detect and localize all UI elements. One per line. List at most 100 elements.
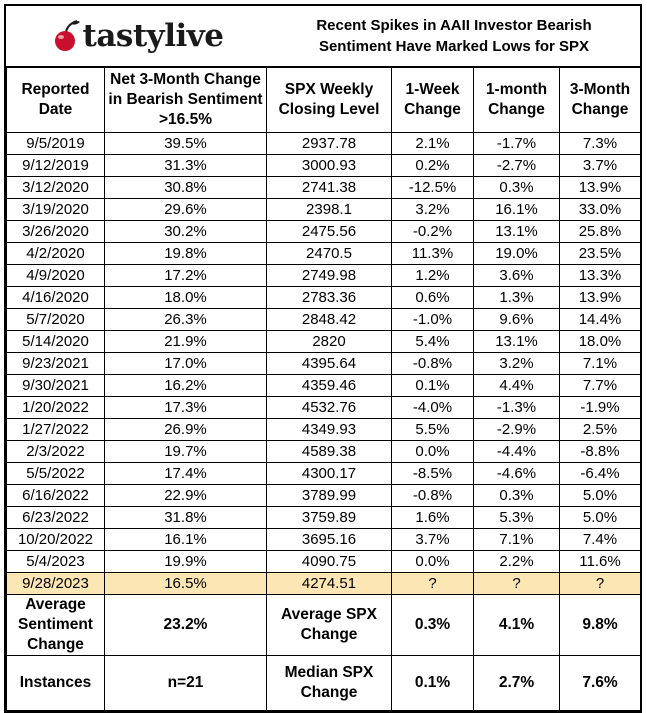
- brand-live: live: [164, 18, 224, 54]
- cell-1-month: 2.2%: [473, 550, 560, 573]
- cell-sentiment: 31.3%: [104, 154, 267, 177]
- cell-1-month: -4.6%: [473, 462, 560, 485]
- summary-label: Instances: [6, 655, 105, 711]
- table-row: 5/5/2022 17.4% 4300.17 -8.5% -4.6% -6.4%: [6, 462, 641, 485]
- cell-1-week: -0.8%: [391, 352, 474, 375]
- cell-3-month: 5.0%: [559, 506, 641, 529]
- summary-spx-label: Average SPX Change: [266, 594, 392, 656]
- cell-spx-close: 4300.17: [266, 462, 392, 485]
- summary-row-average: Average Sentiment Change 23.2% Average S…: [6, 594, 641, 656]
- cell-1-week: 0.6%: [391, 286, 474, 309]
- cell-sentiment: 31.8%: [104, 506, 267, 529]
- column-header: 1-month Change: [473, 67, 560, 133]
- cell-date: 5/4/2023: [6, 550, 105, 573]
- summary-month: 2.7%: [473, 655, 560, 711]
- cell-date: 6/23/2022: [6, 506, 105, 529]
- title-line-2: Sentiment Have Marked Lows for SPX: [318, 38, 590, 55]
- summary-label: Average Sentiment Change: [6, 594, 105, 656]
- cell-1-month: ?: [473, 572, 560, 595]
- cell-spx-close: 4090.75: [266, 550, 392, 573]
- cell-3-month: 33.0%: [559, 198, 641, 221]
- column-header: SPX Weekly Closing Level: [266, 67, 392, 133]
- table-row: 4/2/2020 19.8% 2470.5 11.3% 19.0% 23.5%: [6, 242, 641, 265]
- summary-value: 23.2%: [104, 594, 267, 656]
- cell-date: 5/5/2022: [6, 462, 105, 485]
- data-table: Reported Date Net 3-Month Change in Bear…: [6, 67, 641, 711]
- cell-date: 6/16/2022: [6, 484, 105, 507]
- cell-1-week: 0.0%: [391, 550, 474, 573]
- cell-date: 9/30/2021: [6, 374, 105, 397]
- table-row: 3/19/2020 29.6% 2398.1 3.2% 16.1% 33.0%: [6, 198, 641, 221]
- cell-date: 4/16/2020: [6, 286, 105, 309]
- cell-3-month: 25.8%: [559, 220, 641, 243]
- summary-week: 0.3%: [391, 594, 474, 656]
- cell-1-week: 1.2%: [391, 264, 474, 287]
- cell-spx-close: 4532.76: [266, 396, 392, 419]
- cell-sentiment: 26.9%: [104, 418, 267, 441]
- column-header: 1-Week Change: [391, 67, 474, 133]
- cell-date: 1/27/2022: [6, 418, 105, 441]
- column-header: Reported Date: [6, 67, 105, 133]
- cell-1-month: 19.0%: [473, 242, 560, 265]
- table-row: 9/23/2021 17.0% 4395.64 -0.8% 3.2% 7.1%: [6, 352, 641, 375]
- cell-1-week: -0.2%: [391, 220, 474, 243]
- table-row: 4/16/2020 18.0% 2783.36 0.6% 1.3% 13.9%: [6, 286, 641, 309]
- cell-3-month: ?: [559, 572, 641, 595]
- table-row: 5/4/2023 19.9% 4090.75 0.0% 2.2% 11.6%: [6, 550, 641, 573]
- cell-date: 3/19/2020: [6, 198, 105, 221]
- cell-3-month: 5.0%: [559, 484, 641, 507]
- cell-spx-close: 2475.56: [266, 220, 392, 243]
- cell-date: 4/9/2020: [6, 264, 105, 287]
- title-line-1: Recent Spikes in AAII Investor Bearish: [316, 17, 592, 34]
- cell-sentiment: 19.8%: [104, 242, 267, 265]
- cell-1-month: -4.4%: [473, 440, 560, 463]
- cell-1-week: 0.0%: [391, 440, 474, 463]
- table-row: 3/26/2020 30.2% 2475.56 -0.2% 13.1% 25.8%: [6, 220, 641, 243]
- brand-tasty: tasty: [82, 18, 165, 54]
- cell-1-month: 16.1%: [473, 198, 560, 221]
- cell-date: 5/7/2020: [6, 308, 105, 331]
- cell-1-month: -2.7%: [473, 154, 560, 177]
- table-row: 9/30/2021 16.2% 4359.46 0.1% 4.4% 7.7%: [6, 374, 641, 397]
- cell-3-month: 11.6%: [559, 550, 641, 573]
- cell-spx-close: 4359.46: [266, 374, 392, 397]
- cell-1-week: 2.1%: [391, 132, 474, 155]
- table-row: 9/5/2019 39.5% 2937.78 2.1% -1.7% 7.3%: [6, 132, 641, 155]
- cell-1-month: -1.3%: [473, 396, 560, 419]
- cell-1-week: -0.8%: [391, 484, 474, 507]
- cell-1-week: -1.0%: [391, 308, 474, 331]
- cell-1-week: -4.0%: [391, 396, 474, 419]
- cell-1-month: -1.7%: [473, 132, 560, 155]
- cell-spx-close: 3000.93: [266, 154, 392, 177]
- cell-1-week: 1.6%: [391, 506, 474, 529]
- cell-1-month: 3.2%: [473, 352, 560, 375]
- cell-1-week: 0.2%: [391, 154, 474, 177]
- cell-spx-close: 3695.16: [266, 528, 392, 551]
- cell-date: 5/14/2020: [6, 330, 105, 353]
- cell-date: 9/5/2019: [6, 132, 105, 155]
- cell-1-month: 1.3%: [473, 286, 560, 309]
- cell-sentiment: 30.8%: [104, 176, 267, 199]
- cell-3-month: 23.5%: [559, 242, 641, 265]
- cell-1-week: 3.7%: [391, 528, 474, 551]
- cell-date: 3/26/2020: [6, 220, 105, 243]
- cell-3-month: 3.7%: [559, 154, 641, 177]
- cell-3-month: -6.4%: [559, 462, 641, 485]
- summary-month: 4.1%: [473, 594, 560, 656]
- cell-spx-close: 2398.1: [266, 198, 392, 221]
- cell-date: 9/28/2023: [6, 572, 105, 595]
- cell-1-month: 5.3%: [473, 506, 560, 529]
- summary-row-median: Instances n=21 Median SPX Change 0.1% 2.…: [6, 655, 641, 711]
- cell-spx-close: 2820: [266, 330, 392, 353]
- cell-spx-close: 2741.38: [266, 176, 392, 199]
- cell-date: 1/20/2022: [6, 396, 105, 419]
- cell-3-month: 13.3%: [559, 264, 641, 287]
- cell-date: 2/3/2022: [6, 440, 105, 463]
- cell-3-month: 13.9%: [559, 286, 641, 309]
- cell-1-month: 3.6%: [473, 264, 560, 287]
- table-row: 3/12/2020 30.8% 2741.38 -12.5% 0.3% 13.9%: [6, 176, 641, 199]
- cell-spx-close: 3759.89: [266, 506, 392, 529]
- cell-1-month: 0.3%: [473, 176, 560, 199]
- summary-three-month: 7.6%: [559, 655, 641, 711]
- cell-spx-close: 2749.98: [266, 264, 392, 287]
